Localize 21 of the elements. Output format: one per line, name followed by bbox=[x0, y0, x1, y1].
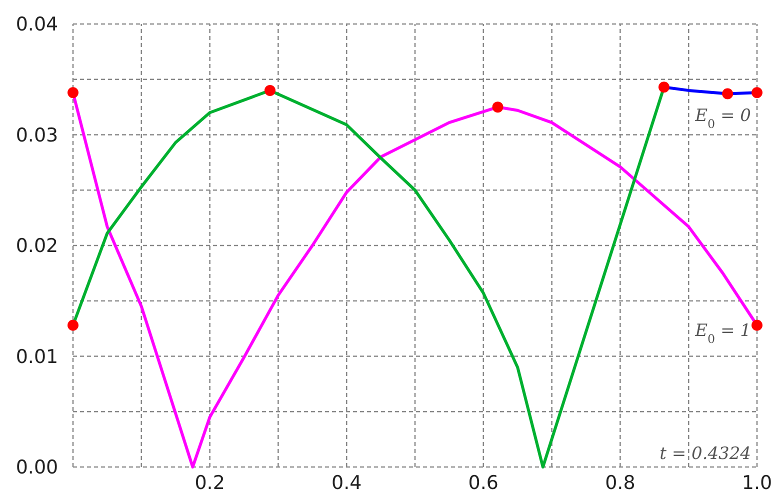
point bbox=[722, 88, 734, 100]
point bbox=[264, 84, 276, 96]
point bbox=[68, 320, 78, 331]
point bbox=[658, 82, 670, 93]
y-tick-label: 0.00 bbox=[16, 456, 58, 479]
annotation: E$_{0}$ = 1 bbox=[694, 321, 751, 346]
y-tick-label: 0.01 bbox=[16, 346, 58, 368]
y-tick-label: 0.02 bbox=[16, 235, 58, 258]
y-tick-label: 0.04 bbox=[16, 14, 58, 36]
x-tick-label: 1.0 bbox=[742, 472, 772, 494]
point bbox=[68, 87, 78, 98]
point bbox=[492, 102, 504, 113]
annotation: t = 0.4324 bbox=[660, 444, 751, 464]
x-tick-label: 0.8 bbox=[605, 472, 636, 494]
x-tick-label: 0.2 bbox=[194, 472, 225, 494]
point bbox=[752, 87, 762, 98]
y-tick-label: 0.03 bbox=[16, 124, 58, 146]
x-tick-label: 0.6 bbox=[468, 472, 499, 494]
point bbox=[752, 320, 762, 331]
x-tick-label: 0.4 bbox=[331, 472, 362, 494]
annotation: E$_{0}$ = 0 bbox=[694, 106, 752, 131]
